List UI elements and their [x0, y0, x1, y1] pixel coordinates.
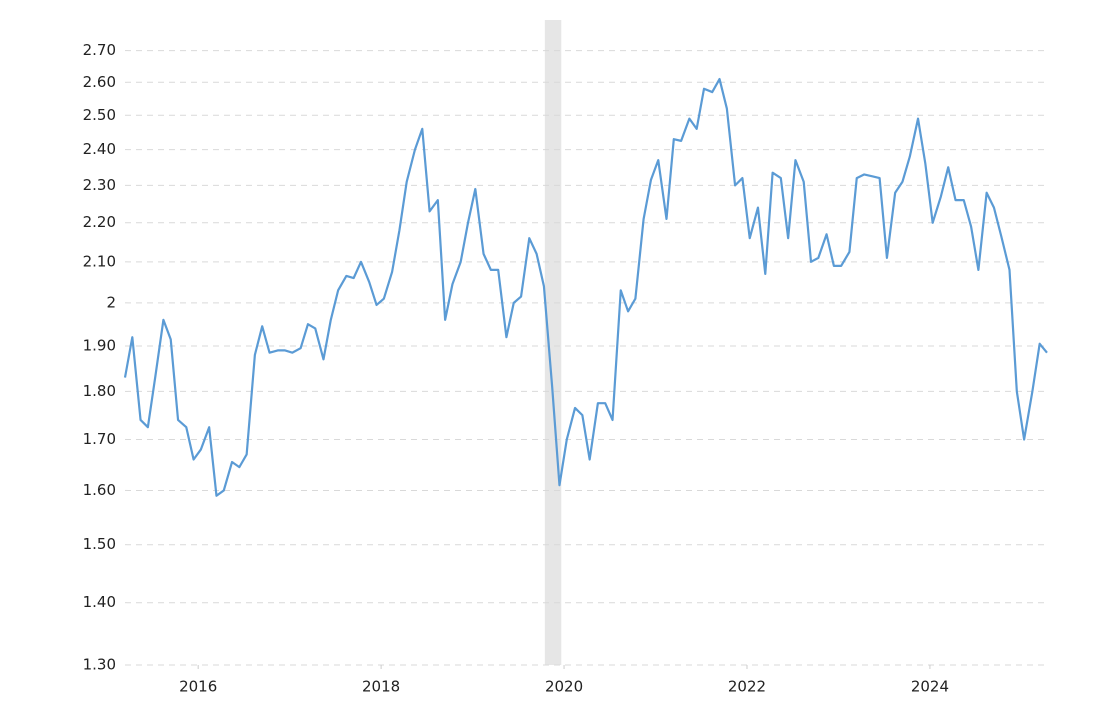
y-tick-label: 2.40 [83, 140, 116, 158]
x-tick-label: 2022 [728, 678, 766, 696]
y-tick-label: 1.50 [83, 535, 116, 553]
data-line [123, 77, 1048, 497]
y-tick-label: 2 [106, 293, 116, 311]
y-tick-label: 2.10 [83, 252, 116, 270]
y-tick-label: 1.60 [83, 481, 116, 499]
shaded-region [544, 20, 562, 665]
y-tick-label: 1.30 [83, 656, 116, 674]
y-tick-label: 1.70 [83, 430, 116, 448]
x-tick-label: 2018 [362, 678, 400, 696]
y-tick-label: 1.80 [83, 382, 116, 400]
y-tick-label: 2.20 [83, 213, 116, 231]
x-tick-label: 2016 [179, 678, 217, 696]
y-tick-label: 2.50 [83, 106, 116, 124]
y-tick-label: 1.40 [83, 593, 116, 611]
x-tick-label: 2020 [545, 678, 583, 696]
x-tick-label: 2024 [911, 678, 949, 696]
y-tick-label: 2.70 [83, 41, 116, 59]
y-tick-label: 1.90 [83, 336, 116, 354]
y-tick-label: 2.60 [83, 73, 116, 91]
y-tick-label: 2.30 [83, 176, 116, 194]
